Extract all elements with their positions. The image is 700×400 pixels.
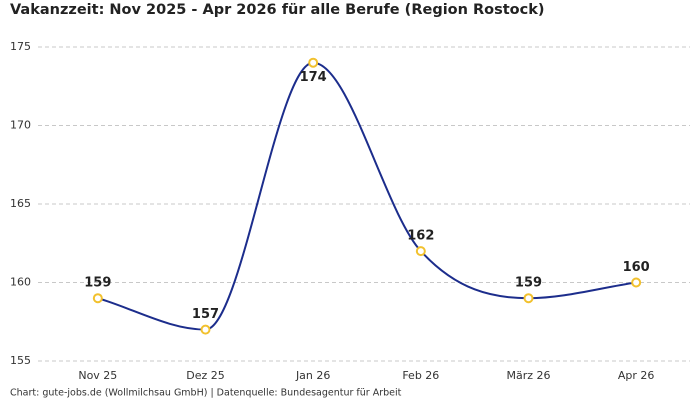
value-label: 157 <box>192 307 219 322</box>
y-tick-label: 160 <box>10 276 31 289</box>
chart-title: Vakanzzeit: Nov 2025 - Apr 2026 für alle… <box>10 2 545 18</box>
marker <box>523 293 534 304</box>
value-label: 174 <box>300 70 327 85</box>
y-tick-label: 155 <box>10 354 31 367</box>
marker <box>415 246 426 257</box>
marker <box>92 293 103 304</box>
y-tick-label: 170 <box>10 119 31 132</box>
x-tick-label: Feb 26 <box>402 369 439 382</box>
x-tick-label: Dez 25 <box>186 369 225 382</box>
marker <box>631 277 642 288</box>
y-tick-label: 175 <box>10 40 31 53</box>
x-tick-label: Apr 26 <box>618 369 655 382</box>
value-label: 162 <box>407 229 434 244</box>
y-tick-label: 165 <box>10 197 31 210</box>
marker <box>308 57 319 68</box>
x-tick-label: Jan 26 <box>295 369 330 382</box>
value-label: 160 <box>623 260 650 275</box>
x-tick-label: Nov 25 <box>78 369 117 382</box>
x-tick-label: März 26 <box>506 369 550 382</box>
value-label: 159 <box>84 276 111 291</box>
source-note: Chart: gute-jobs.de (Wollmilchsau GmbH) … <box>10 388 402 399</box>
line <box>97 61 637 331</box>
value-label: 159 <box>515 276 542 291</box>
marker <box>200 324 211 335</box>
